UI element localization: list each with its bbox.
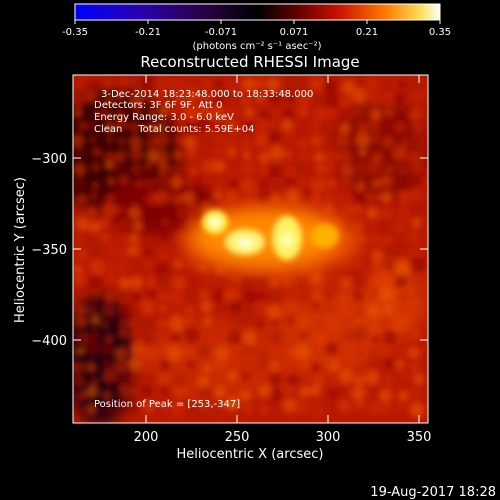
timestamp: 19-Aug-2017 18:28 (370, 485, 496, 500)
y-axis-ticks (73, 157, 428, 341)
colorbar-tick-label: -0.071 (205, 27, 237, 38)
plot-title: Reconstructed RHESSI Image (140, 53, 359, 71)
x-tick-label: 300 (316, 430, 341, 445)
x-tick-label: 350 (407, 430, 432, 445)
colorbar-tick-label: -0.21 (135, 27, 161, 38)
colorbar (75, 4, 440, 20)
x-axis-label: Heliocentric X (arcsec) (177, 447, 324, 462)
peak-position-text: Position of Peak = [253,-347] (94, 399, 240, 410)
colorbar-ticks (74, 20, 441, 24)
energy-range-text: Energy Range: 3.0 - 6.0 keV (94, 112, 234, 123)
time-range-text: 3-Dec-2014 18:23:48.000 to 18:33:48.000 (101, 89, 313, 100)
y-tick-label: −300 (31, 152, 67, 167)
y-tick-label: −400 (31, 334, 67, 349)
colorbar-tick-label: 0.21 (356, 27, 378, 38)
clean-counts-text: Clean Total counts: 5.59E+04 (94, 124, 254, 135)
x-tick-label: 200 (134, 430, 159, 445)
y-axis-label: Heliocentric Y (arcsec) (13, 177, 28, 323)
detectors-text: Detectors: 3F 6F 9F, Att 0 (94, 100, 222, 111)
rhessi-image (73, 75, 428, 423)
x-tick-label: 250 (225, 430, 250, 445)
colorbar-unit-label: (photons cm⁻² s⁻¹ asec⁻²) (192, 41, 321, 52)
x-axis-ticks (145, 75, 420, 423)
y-tick-label: −350 (31, 243, 67, 258)
colorbar-tick-label: 0.071 (280, 27, 309, 38)
colorbar-tick-label: 0.35 (429, 27, 451, 38)
colorbar-tick-label: -0.35 (62, 27, 88, 38)
